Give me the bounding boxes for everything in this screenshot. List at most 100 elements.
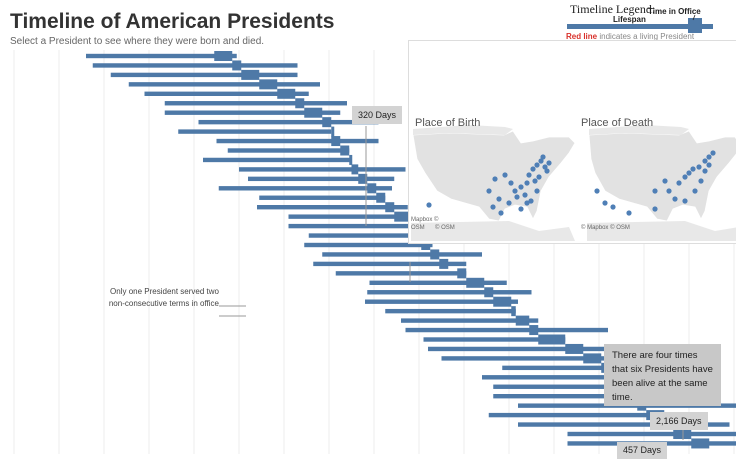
lifespan-bar[interactable] xyxy=(178,129,331,133)
lifespan-bar[interactable] xyxy=(385,309,516,313)
birth-location-dot[interactable] xyxy=(498,210,503,215)
birth-location-dot[interactable] xyxy=(540,154,545,159)
death-location-dot[interactable] xyxy=(652,188,657,193)
time-in-office-bar[interactable] xyxy=(565,344,583,354)
time-in-office-bar[interactable] xyxy=(529,325,538,335)
birth-location-dot[interactable] xyxy=(524,200,529,205)
time-in-office-bar[interactable] xyxy=(457,268,466,278)
birth-location-dot[interactable] xyxy=(492,176,497,181)
time-in-office-bar[interactable] xyxy=(304,108,322,118)
death-location-dot[interactable] xyxy=(702,168,707,173)
birth-location-dot[interactable] xyxy=(490,204,495,209)
time-in-office-bar[interactable] xyxy=(214,51,232,61)
birth-location-dot[interactable] xyxy=(530,166,535,171)
lifespan-bar[interactable] xyxy=(93,63,298,67)
death-location-dot[interactable] xyxy=(692,188,697,193)
map-panel[interactable]: Place of Birth Place of Death Mapbox © O… xyxy=(408,40,736,244)
birth-location-dot[interactable] xyxy=(512,188,517,193)
birth-location-dot[interactable] xyxy=(518,184,523,189)
time-in-office-bar[interactable] xyxy=(295,98,304,108)
death-location-dot[interactable] xyxy=(696,164,701,169)
death-location-dot[interactable] xyxy=(690,166,695,171)
birth-location-dot[interactable] xyxy=(544,168,549,173)
lifespan-bar[interactable] xyxy=(248,177,394,181)
lifespan-bar[interactable] xyxy=(322,252,482,256)
lifespan-bar[interactable] xyxy=(370,281,507,285)
lifespan-bar[interactable] xyxy=(257,205,408,209)
lifespan-bar[interactable] xyxy=(228,148,350,152)
death-location-dot[interactable] xyxy=(652,206,657,211)
birth-location-dot[interactable] xyxy=(518,206,523,211)
death-location-dot[interactable] xyxy=(676,180,681,185)
time-in-office-bar[interactable] xyxy=(673,429,691,439)
death-location-dot[interactable] xyxy=(626,210,631,215)
birth-location-dot[interactable] xyxy=(508,180,513,185)
time-in-office-bar[interactable] xyxy=(376,193,385,203)
map-attribution-osm[interactable]: © OSM xyxy=(435,225,455,231)
map-attribution-right[interactable]: © Mapbox © OSM xyxy=(581,225,630,231)
death-location-dot[interactable] xyxy=(706,162,711,167)
birth-location-dot[interactable] xyxy=(506,200,511,205)
time-in-office-bar[interactable] xyxy=(232,60,241,70)
time-in-office-bar[interactable] xyxy=(583,353,601,363)
death-location-dot[interactable] xyxy=(702,158,707,163)
time-in-office-bar[interactable] xyxy=(367,183,376,193)
time-in-office-bar[interactable] xyxy=(385,202,394,212)
time-in-office-bar[interactable] xyxy=(331,127,334,137)
lifespan-bar[interactable] xyxy=(165,101,347,105)
time-in-office-bar[interactable] xyxy=(322,117,331,127)
time-in-office-bar[interactable] xyxy=(691,438,709,448)
map-attribution-left-top[interactable]: Mapbox © xyxy=(411,217,438,223)
lifespan-bar[interactable] xyxy=(86,54,237,58)
birth-location-dot[interactable] xyxy=(524,180,529,185)
time-in-office-bar[interactable] xyxy=(259,79,277,89)
time-in-office-bar[interactable] xyxy=(516,316,530,326)
death-location-dot[interactable] xyxy=(610,204,615,209)
time-in-office-bar[interactable] xyxy=(331,136,340,146)
birth-location-dot[interactable] xyxy=(534,188,539,193)
birth-map[interactable] xyxy=(411,125,575,241)
birth-location-dot[interactable] xyxy=(486,188,491,193)
time-in-office-bar[interactable] xyxy=(466,278,484,288)
death-location-dot[interactable] xyxy=(682,198,687,203)
lifespan-bar[interactable] xyxy=(367,290,531,294)
death-location-dot[interactable] xyxy=(594,188,599,193)
lifespan-bar[interactable] xyxy=(568,432,736,436)
birth-location-dot[interactable] xyxy=(536,174,541,179)
lifespan-bar[interactable] xyxy=(336,271,467,275)
death-location-dot[interactable] xyxy=(662,178,667,183)
lifespan-bar[interactable] xyxy=(309,233,422,237)
time-in-office-bar[interactable] xyxy=(277,89,295,99)
lifespan-bar[interactable] xyxy=(217,139,379,143)
death-location-dot[interactable] xyxy=(686,170,691,175)
birth-location-dot[interactable] xyxy=(426,202,431,207)
death-map[interactable] xyxy=(587,125,736,241)
time-in-office-bar[interactable] xyxy=(493,297,511,307)
time-in-office-bar[interactable] xyxy=(352,164,359,174)
birth-location-dot[interactable] xyxy=(532,178,537,183)
death-location-dot[interactable] xyxy=(602,200,607,205)
birth-location-dot[interactable] xyxy=(526,172,531,177)
lifespan-bar[interactable] xyxy=(111,73,298,77)
lifespan-bar[interactable] xyxy=(502,366,606,370)
birth-location-dot[interactable] xyxy=(534,162,539,167)
death-location-dot[interactable] xyxy=(672,196,677,201)
death-location-dot[interactable] xyxy=(706,154,711,159)
time-in-office-bar[interactable] xyxy=(484,287,493,297)
death-location-dot[interactable] xyxy=(710,150,715,155)
birth-location-dot[interactable] xyxy=(502,172,507,177)
map-attribution-left-bottom[interactable]: OSM xyxy=(411,225,425,231)
lifespan-bar[interactable] xyxy=(203,158,352,162)
time-in-office-bar[interactable] xyxy=(241,70,259,80)
death-location-dot[interactable] xyxy=(698,178,703,183)
birth-location-dot[interactable] xyxy=(514,194,519,199)
time-in-office-bar[interactable] xyxy=(340,146,349,156)
lifespan-bar[interactable] xyxy=(239,167,406,171)
time-in-office-bar[interactable] xyxy=(511,306,516,316)
lifespan-bar[interactable] xyxy=(406,328,609,332)
time-in-office-bar[interactable] xyxy=(538,335,565,345)
time-in-office-bar[interactable] xyxy=(430,249,439,259)
lifespan-bar[interactable] xyxy=(428,347,626,351)
death-location-dot[interactable] xyxy=(682,174,687,179)
time-in-office-bar[interactable] xyxy=(439,259,448,269)
